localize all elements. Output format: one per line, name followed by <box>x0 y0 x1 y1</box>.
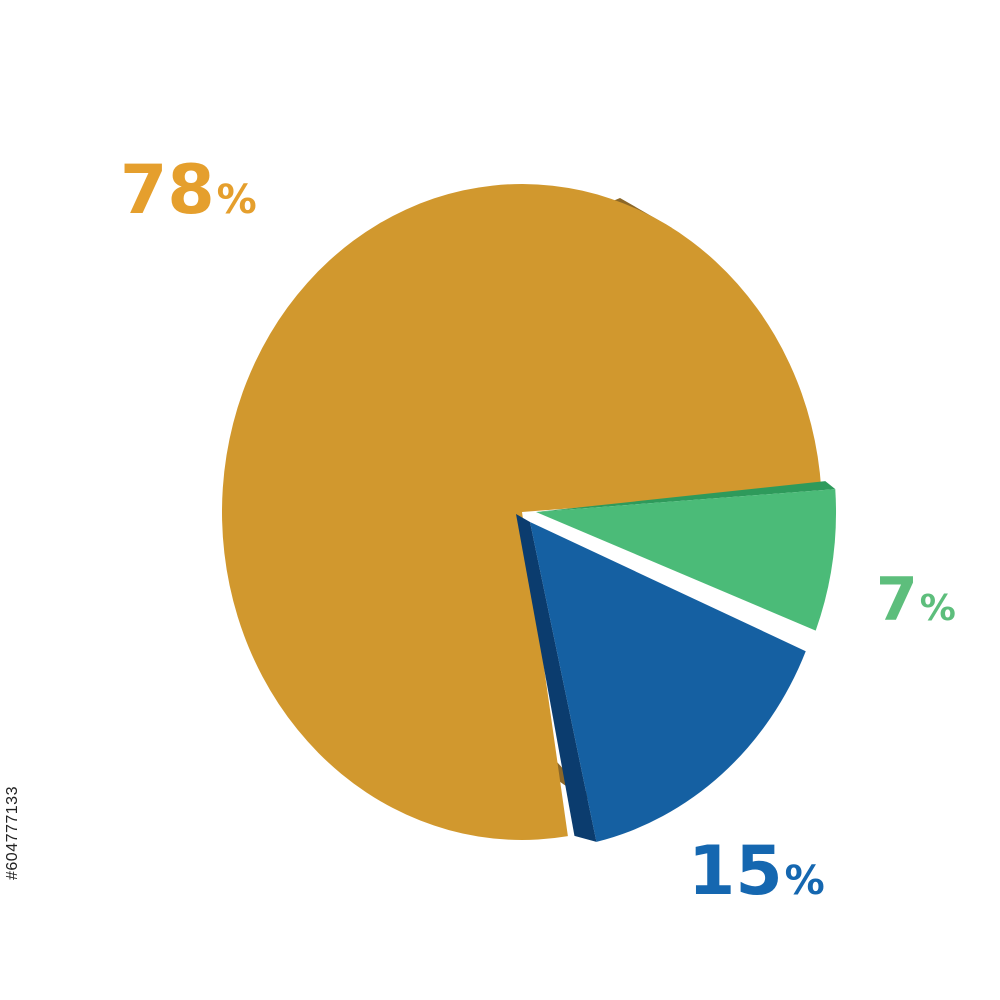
slice-78-face <box>222 183 822 840</box>
slice-7-face <box>536 489 837 631</box>
slice-label-78: 78% <box>120 151 257 230</box>
slice-label-7: 7% <box>876 565 956 635</box>
stock-image-id: #604777133 <box>4 786 21 880</box>
slice-7-top-edge <box>536 481 836 512</box>
slice-15-face <box>530 522 806 842</box>
slice-label-15: 15% <box>688 832 825 911</box>
slice-15-side <box>516 514 597 842</box>
